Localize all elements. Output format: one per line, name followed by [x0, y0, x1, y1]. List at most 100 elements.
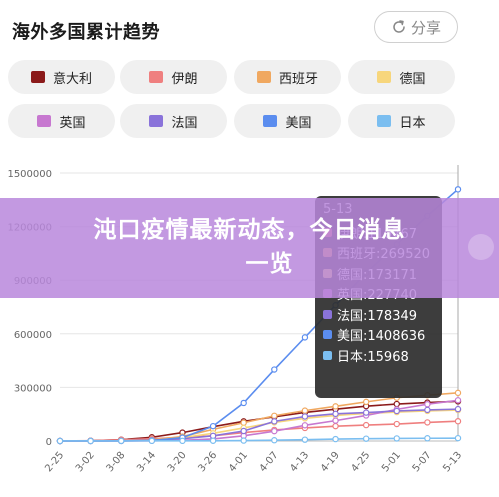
- y-tick-label: 1500000: [7, 169, 52, 180]
- news-banner[interactable]: 沌口疫情最新动态，今日消息 一览: [0, 198, 499, 298]
- data-point: [56, 437, 64, 445]
- data-point: [424, 406, 431, 414]
- data-point: [362, 435, 370, 442]
- data-point: [301, 407, 309, 414]
- data-point: [240, 427, 247, 435]
- data-point: [301, 436, 309, 443]
- legend-item[interactable]: 日本: [348, 104, 455, 138]
- y-tick-label: 600000: [14, 330, 52, 341]
- banner-line-1: 沌口疫情最新动态，今日消息: [93, 217, 406, 243]
- legend-swatch: [256, 71, 271, 83]
- data-point: [424, 400, 431, 408]
- legend-label: 美国: [285, 115, 312, 131]
- data-point: [454, 418, 462, 425]
- legend-label: 意大利: [52, 71, 92, 87]
- x-tick-label: 5-01: [380, 450, 403, 474]
- x-tick-label: 4-07: [258, 450, 281, 474]
- legend-swatch: [30, 71, 45, 83]
- data-point: [271, 427, 278, 435]
- legend-label: 法国: [171, 115, 198, 131]
- data-point: [393, 420, 400, 428]
- legend-swatch: [377, 71, 392, 83]
- data-point: [362, 421, 370, 429]
- legend-label: 日本: [399, 115, 426, 131]
- tooltip-swatch: [323, 330, 332, 340]
- y-tick-label: 300000: [14, 383, 52, 394]
- trend-chart: 0300000600000900000120000015000002-253-0…: [7, 165, 464, 474]
- share-icon: [393, 20, 405, 33]
- legend-item[interactable]: 伊朗: [120, 60, 227, 94]
- data-point: [362, 398, 370, 406]
- tooltip-swatch: [323, 309, 332, 319]
- data-point: [118, 437, 125, 445]
- data-point: [148, 437, 156, 445]
- tooltip-swatch: [323, 350, 332, 360]
- x-tick-label: 2-25: [43, 450, 66, 474]
- data-point: [332, 435, 339, 443]
- data-point: [454, 397, 462, 404]
- banner-headline: 沌口疫情最新动态，今日消息 一览: [0, 213, 499, 281]
- data-point: [332, 410, 339, 418]
- legend-swatch: [263, 115, 278, 127]
- data-point: [301, 413, 309, 420]
- data-point: [87, 437, 94, 445]
- data-point: [332, 417, 339, 424]
- chevron-right-icon[interactable]: [468, 234, 494, 260]
- series-line: [59, 437, 459, 442]
- x-tick-label: 5-13: [441, 450, 464, 474]
- legend-label: 德国: [399, 71, 426, 87]
- data-point: [454, 389, 462, 397]
- data-point: [301, 334, 309, 341]
- legend-item[interactable]: 法国: [120, 104, 227, 138]
- data-point: [209, 422, 217, 430]
- x-tick-label: 4-25: [349, 450, 372, 474]
- x-tick-label: 3-02: [74, 450, 97, 474]
- data-point: [454, 434, 462, 442]
- legend-label: 英国: [59, 115, 86, 131]
- legend-label: 伊朗: [171, 71, 198, 87]
- data-point: [271, 437, 278, 444]
- legend-swatch: [377, 115, 392, 127]
- y-tick-label: 0: [46, 437, 52, 448]
- data-point: [240, 399, 247, 407]
- legend-item[interactable]: 西班牙: [234, 60, 341, 94]
- legend-item[interactable]: 英国: [8, 104, 115, 138]
- data-point: [424, 419, 431, 426]
- data-point: [240, 437, 247, 444]
- series-line: [59, 420, 459, 442]
- x-tick-label: 4-19: [319, 450, 342, 474]
- data-point: [240, 419, 247, 426]
- data-point: [454, 186, 462, 193]
- data-point: [301, 422, 309, 429]
- legend-swatch: [37, 115, 52, 127]
- legend-swatch: [149, 71, 164, 83]
- legend-item[interactable]: 德国: [348, 60, 455, 94]
- legend-swatch: [149, 115, 164, 127]
- data-point: [454, 405, 462, 413]
- legend-label: 西班牙: [278, 71, 318, 87]
- x-tick-label: 5-07: [411, 450, 434, 474]
- share-label: 分享: [410, 18, 441, 37]
- data-point: [362, 409, 370, 416]
- x-tick-label: 3-08: [105, 450, 128, 474]
- tooltip-row: 美国:1408636: [323, 325, 434, 346]
- banner-line-2: 一览: [245, 251, 294, 277]
- data-point: [271, 412, 278, 420]
- x-tick-label: 4-13: [288, 450, 311, 474]
- tooltip-value: 日本:15968: [337, 349, 409, 365]
- data-point: [393, 435, 400, 442]
- data-point: [271, 366, 278, 373]
- legend-item[interactable]: 美国: [234, 104, 341, 138]
- header: 海外多国累计趋势 分享: [0, 0, 499, 56]
- data-point: [271, 418, 278, 425]
- legend-item[interactable]: 意大利: [8, 60, 115, 94]
- x-tick-label: 3-26: [196, 450, 219, 474]
- tooltip-value: 法国:178349: [337, 308, 418, 324]
- data-point: [332, 403, 339, 410]
- data-point: [393, 400, 400, 408]
- data-point: [393, 407, 400, 415]
- page-title: 海外多国累计趋势: [12, 22, 160, 43]
- data-point: [209, 437, 217, 444]
- share-button[interactable]: 分享: [374, 11, 458, 43]
- data-point: [424, 435, 431, 442]
